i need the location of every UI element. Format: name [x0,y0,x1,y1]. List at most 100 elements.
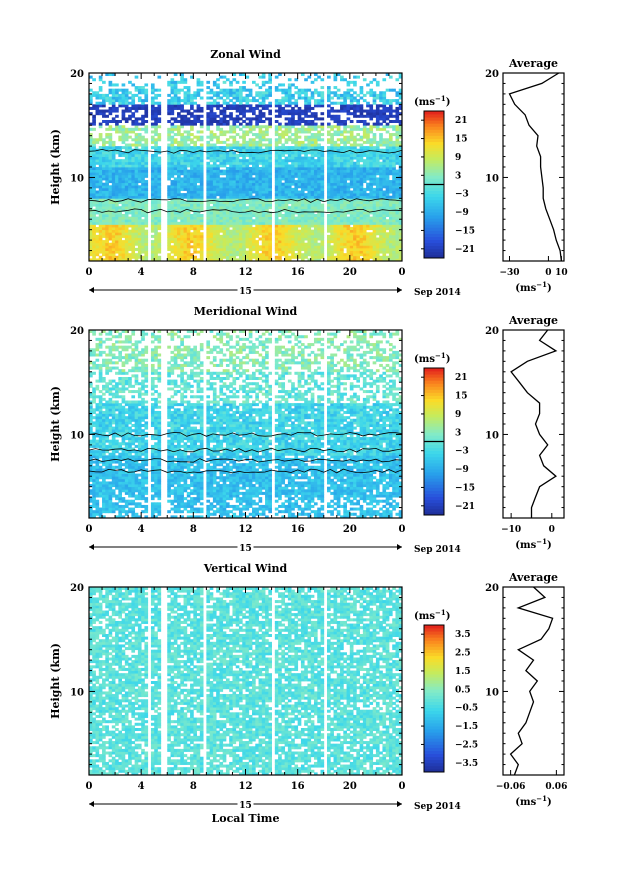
heatmap-cell [235,114,240,118]
heatmap-cell [278,190,282,194]
heatmap-cell [317,167,321,171]
heatmap-cell [287,255,292,259]
heatmap-cell [206,140,211,144]
heatmap-cell [170,91,175,95]
heatmap-cell [206,198,211,202]
heatmap-cell [89,96,93,100]
heatmap-cell [219,91,224,95]
heatmap-cell [336,120,341,124]
heatmap-cell [265,214,269,218]
heatmap-cell [265,143,269,147]
heatmap-cell [98,185,103,189]
heatmap-cell [353,148,357,152]
heatmap-cell [385,224,390,228]
heatmap-cell [108,174,113,178]
heatmap-cell [359,120,364,124]
heatmap-cell [229,148,233,152]
heatmap-cell [317,242,321,246]
heatmap-cell [379,133,383,137]
heatmap-cell [310,138,315,142]
heatmap-cell [238,190,243,194]
heatmap-cell [379,114,383,118]
heatmap-cell [219,247,224,251]
heatmap-cell [137,151,142,155]
heatmap-cell [167,153,171,157]
heatmap-cell [379,182,383,186]
heatmap-cell [196,80,201,84]
heatmap-cell [248,161,253,165]
heatmap-cell [349,172,354,176]
heatmap-cell [190,187,194,191]
heatmap-cell [310,245,315,249]
heatmap-cell [313,125,318,129]
heatmap-cell [382,237,387,241]
heatmap-cell [268,237,272,241]
heatmap-cell [196,104,201,108]
heatmap-cell [190,127,194,131]
heatmap-cell [193,153,197,157]
heatmap-cell [287,127,292,131]
heatmap-cell [336,255,341,259]
heatmap-cell [327,229,331,233]
heatmap-cell [173,193,178,197]
heatmap-cell [261,255,266,259]
heatmap-cell [111,224,116,228]
heatmap-cell [141,182,145,186]
heatmap-cell [235,208,240,212]
heatmap-cell [89,258,93,262]
heatmap-cell [366,148,370,152]
heatmap-cell [105,216,109,220]
heatmap-cell [255,214,259,218]
heatmap-cell [219,229,224,233]
heatmap-cell [212,229,217,233]
heatmap-cell [248,104,253,108]
heatmap-cell [294,245,299,249]
heatmap-cell [300,182,305,186]
heatmap-cell [219,172,224,176]
heatmap-cell [369,245,374,249]
heatmap-cell [167,208,171,212]
heatmap-cell [349,161,354,165]
heatmap-cell [356,75,361,79]
heatmap-cell [92,169,96,173]
heatmap-cell [349,253,354,257]
heatmap-cell [372,174,377,178]
heatmap-cell [278,208,282,212]
heatmap-cell [330,167,334,171]
heatmap-cell [209,247,214,251]
heatmap-cell [92,229,96,233]
heatmap-cell [327,156,331,160]
heatmap-cell [180,182,184,186]
heatmap-cell [313,185,318,189]
heatmap-cell [278,169,282,173]
heatmap-cell [229,164,233,168]
heatmap-cell [346,250,351,254]
heatmap-cell [343,159,347,163]
heatmap-cell [102,229,106,233]
heatmap-cell [131,232,136,236]
heatmap-cell [369,151,374,155]
heatmap-cell [115,159,119,163]
heatmap-cell [388,219,393,223]
heatmap-cell [349,148,354,152]
heatmap-cell [209,255,214,259]
heatmap-cell [353,224,357,228]
heatmap-cell [333,198,338,202]
heatmap-cell [327,140,331,144]
heatmap-cell [281,253,286,257]
heatmap-cell [327,122,331,126]
heatmap-cell [307,242,312,246]
heatmap-cell [229,177,233,181]
heatmap-cell [362,140,367,144]
heatmap-cell [229,93,233,97]
heatmap-cell [304,146,308,150]
heatmap-cell [98,75,103,79]
heatmap-cell [216,91,220,95]
heatmap-cell [209,143,214,147]
heatmap-cell [232,88,237,92]
heatmap-cell [131,101,136,105]
heatmap-cell [278,174,282,178]
heatmap-cell [375,250,380,254]
heatmap-cell [242,224,246,228]
heatmap-cell [281,167,286,171]
